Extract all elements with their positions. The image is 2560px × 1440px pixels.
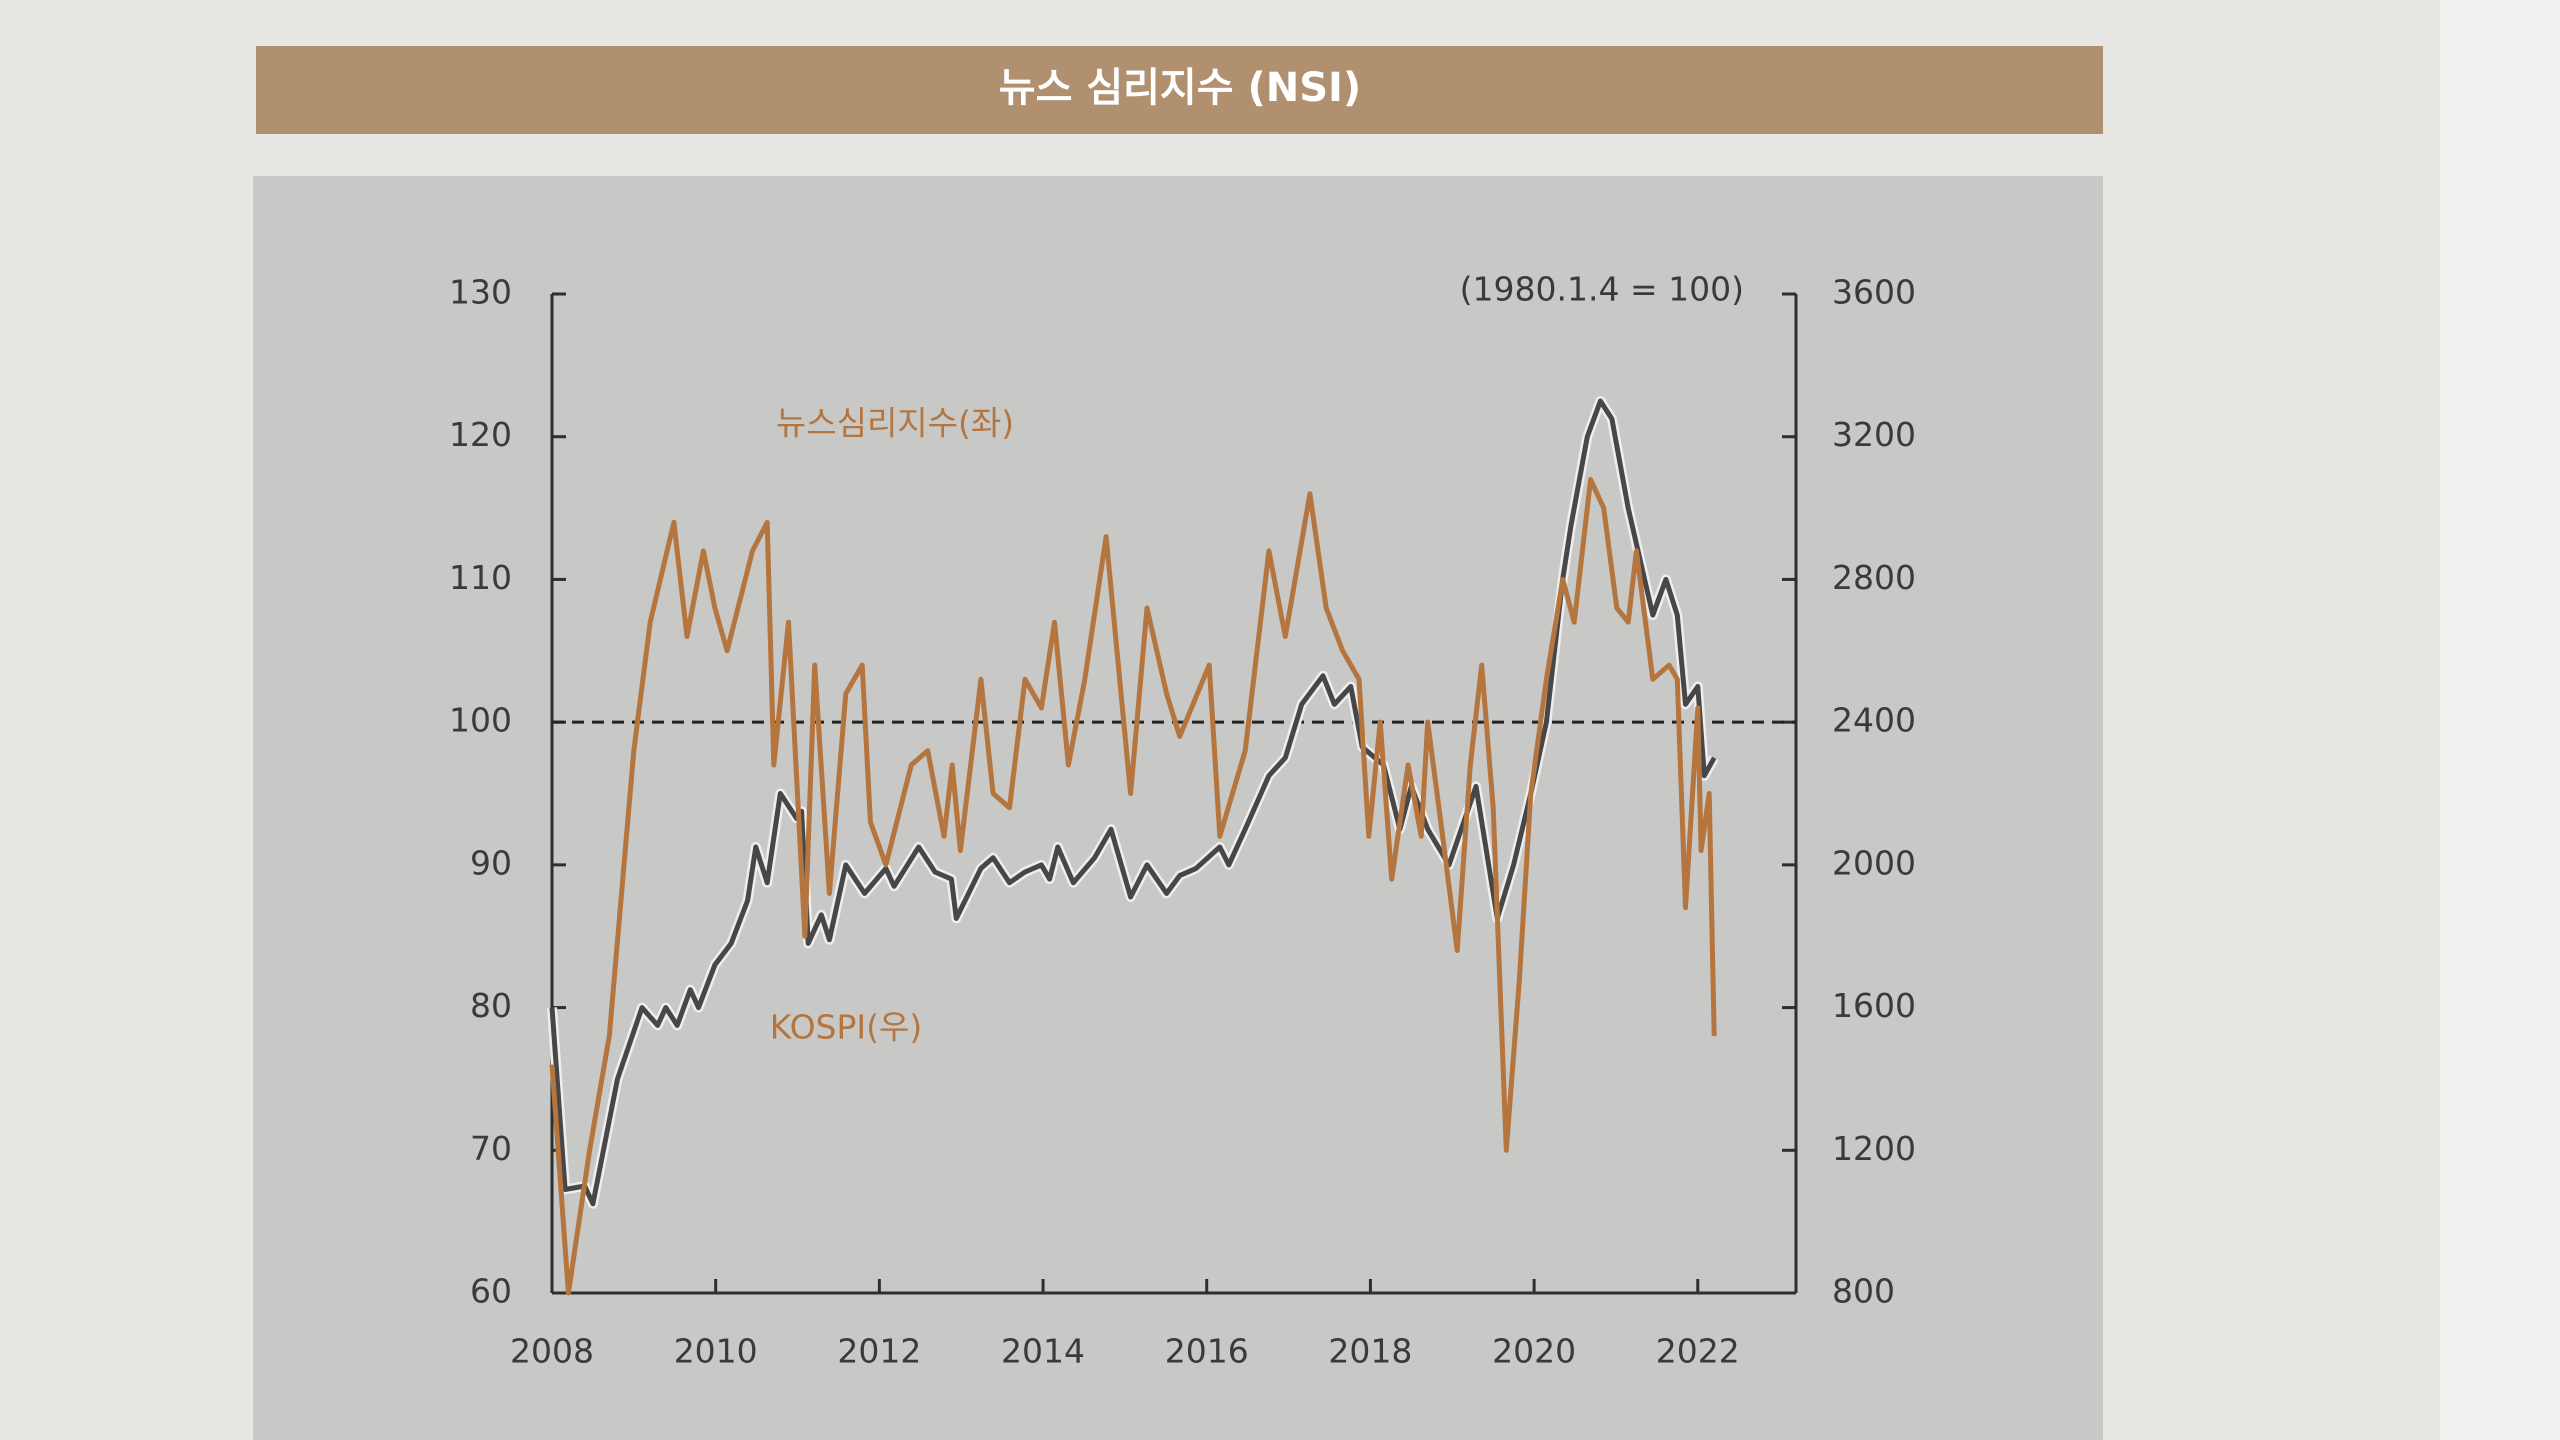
- y-tick-label: 90: [470, 843, 512, 882]
- y2-tick-label: 2800: [1832, 558, 1916, 597]
- y-tick-label: 130: [449, 273, 512, 312]
- y2-tick-label: 2400: [1832, 701, 1916, 740]
- x-tick-label: 2014: [1001, 1332, 1085, 1371]
- y-tick-label: 110: [449, 558, 512, 597]
- x-tick-label: 2012: [837, 1332, 921, 1371]
- y2-tick-label: 3200: [1832, 415, 1916, 454]
- x-tick-label: 2020: [1492, 1332, 1576, 1371]
- y-tick-label: 80: [470, 986, 512, 1025]
- y-tick-label: 60: [470, 1272, 512, 1311]
- unit-note: (1980.1.4 = 100): [1460, 270, 1744, 309]
- x-tick-label: 2010: [674, 1332, 758, 1371]
- x-tick-label: 2016: [1165, 1332, 1249, 1371]
- y-tick-label: 120: [449, 415, 512, 454]
- y2-tick-label: 800: [1832, 1272, 1895, 1311]
- x-tick-label: 2008: [510, 1332, 594, 1371]
- series-label: 뉴스심리지수(좌): [776, 404, 1014, 443]
- x-tick-label: 2018: [1328, 1332, 1412, 1371]
- y2-tick-label: 1200: [1832, 1129, 1916, 1168]
- y2-tick-label: 1600: [1832, 986, 1916, 1025]
- title-bar: [256, 46, 2103, 134]
- page-edge: [2440, 0, 2560, 1440]
- series-line: [549, 477, 1717, 1296]
- series-label: KOSPI(우): [770, 1008, 923, 1047]
- y-tick-label: 70: [470, 1129, 512, 1168]
- chart-title: 뉴스 심리지수 (NSI): [999, 65, 1361, 111]
- y2-tick-label: 2000: [1832, 843, 1916, 882]
- y-tick-label: 100: [449, 701, 512, 740]
- y2-tick-label: 3600: [1832, 273, 1916, 312]
- x-tick-label: 2022: [1656, 1332, 1740, 1371]
- chart-panel: [253, 176, 2103, 1440]
